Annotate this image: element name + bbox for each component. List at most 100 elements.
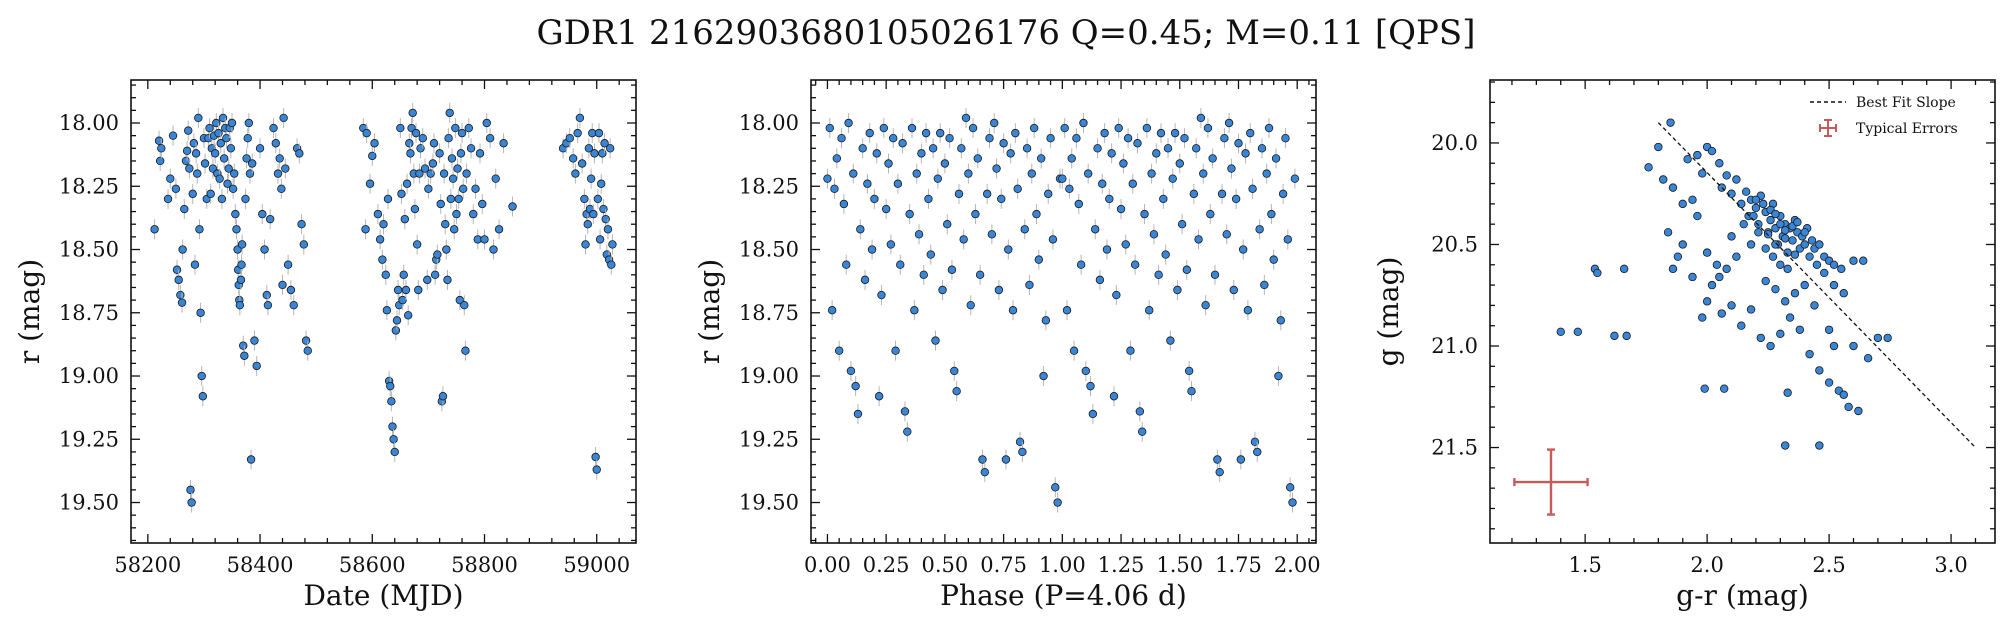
data-point: [1260, 280, 1269, 290]
y-tick-label: 19.25: [59, 427, 119, 451]
data-point: [1093, 144, 1102, 153]
data-point: [990, 118, 999, 128]
data-point: [494, 225, 504, 234]
data-point: [456, 149, 466, 158]
data-point: [410, 204, 420, 214]
data-point: [362, 128, 371, 138]
data-point: [226, 144, 236, 153]
data-point: [1267, 209, 1276, 219]
data-point: [1276, 316, 1285, 325]
data-point: [1698, 169, 1707, 178]
data-point: [1800, 280, 1809, 290]
x-tick-label: 0.50: [922, 553, 969, 577]
data-point: [1105, 194, 1114, 204]
phasecurve-panel: 0.00 0.25 0.50 0.75 1.00 1.25 1.50 1.75 2.00 18.0…: [693, 79, 1321, 612]
data-point: [853, 409, 863, 419]
y-tick-label: 18.50: [59, 238, 119, 262]
data-point: [379, 220, 388, 229]
data-point: [1189, 189, 1199, 199]
data-point: [1065, 184, 1074, 193]
data-point: [1780, 441, 1790, 450]
data-point: [1137, 427, 1147, 436]
data-point: [1088, 409, 1098, 419]
data-point: [215, 174, 224, 183]
x-tick-label: 0.00: [804, 553, 851, 577]
data-point: [176, 290, 185, 300]
data-point: [1766, 341, 1775, 351]
data-point: [1829, 280, 1839, 290]
data-point: [227, 118, 237, 128]
x-axis-label: Phase (P=4.06 d): [940, 579, 1187, 612]
data-point: [1246, 128, 1255, 138]
data-point: [1754, 228, 1763, 237]
data-point: [591, 452, 600, 462]
data-point: [1208, 154, 1217, 163]
data-point: [959, 235, 968, 244]
data-point: [232, 225, 241, 234]
data-point: [1262, 169, 1271, 178]
data-point: [157, 144, 166, 153]
data-point: [842, 260, 851, 269]
data-point: [919, 270, 928, 280]
data-point: [827, 306, 837, 315]
data-point: [1231, 194, 1241, 204]
data-point: [224, 164, 233, 173]
data-point: [1187, 386, 1196, 396]
data-point: [1236, 455, 1246, 464]
data-point: [1048, 235, 1058, 244]
data-point: [390, 447, 399, 457]
data-point: [903, 427, 912, 436]
data-point: [1001, 455, 1011, 464]
data-point: [436, 199, 445, 209]
data-point: [365, 179, 375, 188]
data-point: [1659, 175, 1668, 184]
data-point: [242, 154, 251, 163]
data-point: [1746, 305, 1756, 314]
data-point: [1253, 447, 1262, 457]
data-point: [361, 225, 370, 234]
data-point: [595, 235, 605, 244]
data-point: [571, 169, 580, 178]
data-point: [1780, 226, 1790, 235]
data-point: [168, 131, 178, 140]
data-point: [834, 346, 844, 355]
data-point: [583, 220, 592, 229]
data-point: [1824, 378, 1834, 387]
data-point: [452, 209, 461, 219]
data-point: [1100, 128, 1109, 138]
data-point: [1083, 169, 1093, 178]
data-point: [590, 149, 599, 158]
ticks: [811, 80, 1316, 543]
data-point: [580, 194, 589, 204]
y-tick-label: 18.50: [739, 238, 799, 262]
data-point: [592, 465, 601, 474]
data-point: [397, 189, 406, 199]
data-point: [1192, 144, 1201, 153]
data-point: [255, 144, 265, 153]
legend: Best Fit Slope Typical Errors: [1810, 95, 1958, 137]
data-point: [1771, 284, 1780, 294]
data-point: [1622, 331, 1631, 341]
data-point: [1812, 260, 1822, 269]
data-point: [243, 133, 252, 143]
data-point: [879, 123, 889, 133]
data-point: [1776, 329, 1785, 339]
ticks: [1490, 80, 1995, 543]
data-point: [424, 184, 433, 193]
data-point: [1829, 260, 1839, 269]
data-point: [1837, 264, 1846, 274]
data-point: [200, 159, 210, 168]
data-points: [823, 107, 1300, 513]
data-point: [844, 118, 853, 128]
data-point: [1610, 331, 1619, 341]
data-point: [1029, 123, 1039, 133]
x-tick-label: 58400: [227, 553, 294, 577]
data-point: [1044, 189, 1053, 199]
data-point: [485, 133, 495, 143]
data-point: [1727, 232, 1736, 241]
data-point: [250, 336, 259, 345]
data-point: [851, 381, 860, 391]
data-point: [1041, 316, 1051, 325]
data-point: [1739, 219, 1748, 229]
